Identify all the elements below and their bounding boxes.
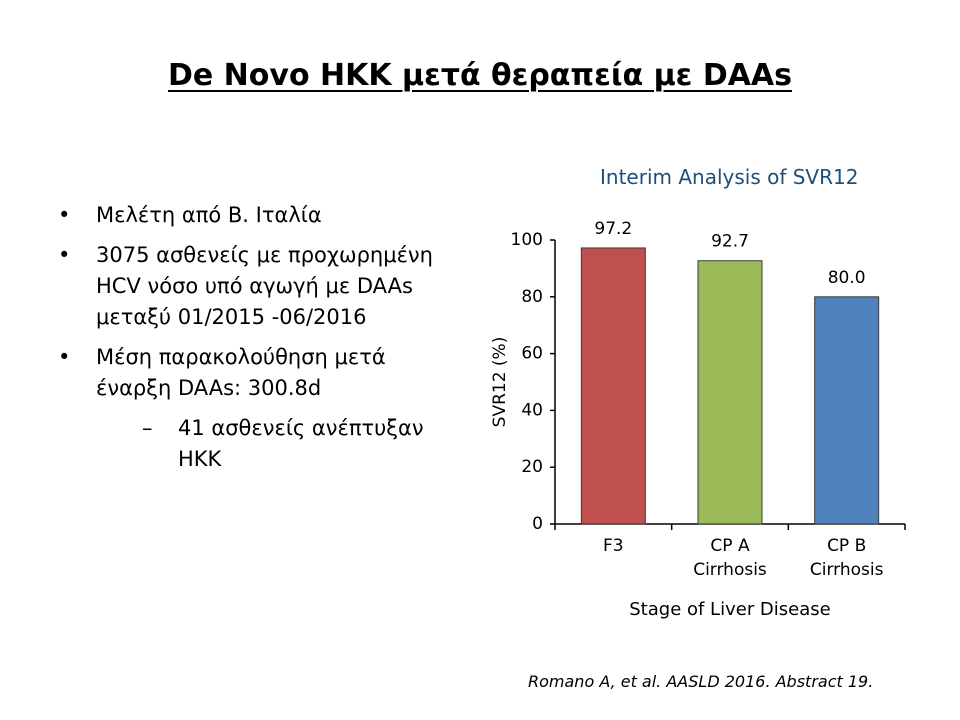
slide-title: De Novo HKK μετά θεραπεία με DAAs xyxy=(167,58,793,93)
x-tick-label: Cirrhosis xyxy=(810,560,884,580)
chart-title: Interim Analysis of SVR12 xyxy=(600,165,859,189)
bar xyxy=(697,260,763,525)
data-label: 97.2 xyxy=(594,219,632,239)
y-tick-label: 40 xyxy=(521,400,543,420)
bullet-marker: • xyxy=(58,203,71,227)
data-label: 92.7 xyxy=(711,232,749,252)
y-axis-title: SVR12 (%) xyxy=(490,337,510,428)
sub-bullet-text: 41 ασθενείς ανέπτυξαν HKK xyxy=(178,416,424,471)
x-tick-label: CP B xyxy=(827,536,866,556)
bullet-item: • 3075 ασθενείς με προχωρημένη HCV νόσο … xyxy=(58,240,458,333)
bullet-marker: • xyxy=(58,345,71,369)
bar xyxy=(580,247,646,525)
x-tick-label: Cirrhosis xyxy=(693,560,767,580)
bullet-list: • Μελέτη από Β. Ιταλία • 3075 ασθενείς μ… xyxy=(58,200,458,484)
bullet-text: 3075 ασθενείς με προχωρημένη HCV νόσο υπ… xyxy=(96,243,433,329)
bullet-text: Μελέτη από Β. Ιταλία xyxy=(96,203,322,227)
y-tick-label: 60 xyxy=(521,344,543,364)
y-tick-label: 0 xyxy=(532,514,543,534)
sub-bullet-marker: – xyxy=(142,416,153,440)
x-tick-label: CP A xyxy=(710,536,750,556)
x-tick-label: F3 xyxy=(603,536,624,556)
bar xyxy=(814,296,880,525)
bullet-marker: • xyxy=(58,243,71,267)
data-label: 80.0 xyxy=(828,268,866,288)
bullet-text: Μέση παρακολούθηση μετά έναρξη DAAs: 300… xyxy=(96,345,386,400)
citation: Romano A, et al. AASLD 2016. Abstract 19… xyxy=(528,672,874,691)
y-tick-label: 80 xyxy=(521,287,543,307)
sub-bullet-item: – 41 ασθενείς ανέπτυξαν HKK xyxy=(96,413,458,475)
x-axis-title: Stage of Liver Disease xyxy=(629,599,830,620)
y-tick-label: 20 xyxy=(521,457,543,477)
bullet-item: • Μέση παρακολούθηση μετά έναρξη DAAs: 3… xyxy=(58,342,458,475)
bullet-item: • Μελέτη από Β. Ιταλία xyxy=(58,200,458,231)
y-tick-label: 100 xyxy=(511,230,543,250)
